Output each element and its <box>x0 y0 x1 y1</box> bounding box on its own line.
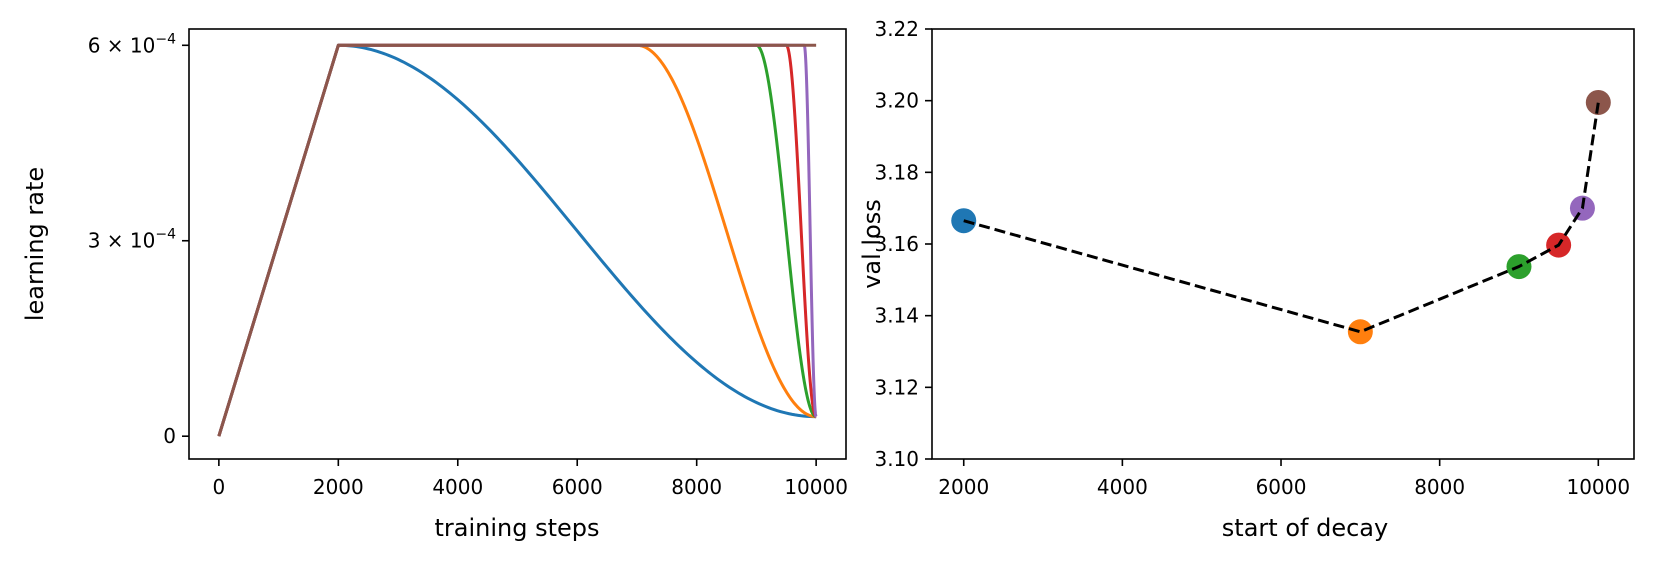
right-y-tick-label: 3.10 <box>874 447 919 471</box>
right-y-tick-label: 3.16 <box>874 232 919 256</box>
left-y-axis-label: learning rate <box>21 167 49 321</box>
right-x-axis-label: start of decay <box>1222 514 1388 542</box>
lr-series-line-5 <box>217 43 818 437</box>
left-x-tick-label: 0 <box>212 475 225 499</box>
left-series-lines <box>217 43 818 437</box>
right-y-tick-label: 3.18 <box>874 160 919 184</box>
lr-series-line-4 <box>217 43 818 437</box>
lr-series-line-2 <box>217 43 817 437</box>
right-scatter-marks <box>951 89 1611 345</box>
right-y-axis-label: val loss <box>858 199 886 289</box>
left-y-tick-label: 3 × 10−4 <box>88 227 176 253</box>
val-loss-dashed-line <box>963 102 1600 334</box>
val-loss-point-6 <box>1585 89 1611 115</box>
right-x-tick-label: 4000 <box>1097 475 1148 499</box>
right-x-tick-label: 6000 <box>1256 475 1307 499</box>
val-loss-point-2 <box>1347 319 1373 345</box>
right-y-tick-label: 3.22 <box>874 17 919 41</box>
right-axes-frame <box>931 28 1635 460</box>
right-ticks: 2000 4000 6000 8000 10000 3.10 3.12 3.14 3.16 3.1… <box>874 17 1630 499</box>
lr-series-line-1 <box>217 43 817 437</box>
left-axes-frame <box>188 28 847 460</box>
right-y-tick-label: 3.20 <box>874 89 919 113</box>
left-x-tick-label: 8000 <box>671 475 722 499</box>
left-x-tick-label: 10000 <box>784 475 848 499</box>
right-x-tick-label: 10000 <box>1566 475 1630 499</box>
left-y-tick-label: 6 × 10−4 <box>88 31 176 57</box>
left-x-tick-label: 4000 <box>432 475 483 499</box>
left-x-tick-label: 2000 <box>313 475 364 499</box>
left-x-axis-label: training steps <box>434 514 599 542</box>
right-x-tick-label: 2000 <box>938 475 989 499</box>
left-ticks: 0 2000 4000 6000 8000 10000 0 3 × 10−4 6 × 10−4 <box>88 31 848 499</box>
val-loss-chart: 2000 4000 6000 8000 10000 3.10 3.12 3.14 3.16 3.1… <box>858 17 1635 542</box>
lr-series-line-3 <box>217 43 818 437</box>
right-y-tick-label: 3.12 <box>874 375 919 399</box>
right-y-tick-label: 3.14 <box>874 304 919 328</box>
left-x-tick-label: 6000 <box>552 475 603 499</box>
lr-series-line-6 <box>217 43 817 437</box>
right-x-tick-label: 8000 <box>1414 475 1465 499</box>
val-loss-point-1 <box>951 208 977 234</box>
left-y-tick-label: 0 <box>163 424 176 448</box>
